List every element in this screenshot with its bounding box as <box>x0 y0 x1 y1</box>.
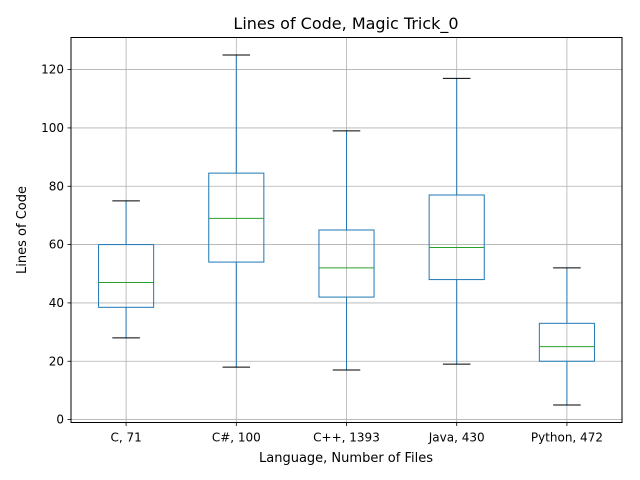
y-tick-label: 100 <box>41 121 64 135</box>
y-tick-label: 60 <box>49 238 64 252</box>
y-axis-ticks: 0 20 40 60 80 100 120 <box>41 63 71 427</box>
box-series <box>98 54 595 406</box>
y-tick-label: 80 <box>49 179 64 193</box>
y-axis-label: Lines of Code <box>15 186 30 274</box>
x-axis-label: Language, Number of Files <box>259 451 433 466</box>
y-tick-label: 0 <box>56 413 64 427</box>
box-2 <box>318 130 375 371</box>
y-tick-label: 120 <box>41 63 64 77</box>
x-tick-label: C++, 1393 <box>313 431 380 445</box>
iqr-box <box>208 172 265 263</box>
x-tick-label: C#, 100 <box>212 431 261 445</box>
iqr-box <box>98 244 155 308</box>
box-1 <box>208 54 265 368</box>
x-tick-label: Java, 430 <box>428 431 485 445</box>
box-0 <box>98 200 155 339</box>
x-axis-ticks: C, 71 C#, 100 C++, 1393 Java, 430 Python, 47… <box>110 422 603 445</box>
box-3 <box>428 77 485 365</box>
x-tick-label: Python, 472 <box>531 431 603 445</box>
chart-title: Lines of Code, Magic Trick_0 <box>233 14 458 34</box>
box-4 <box>538 267 595 406</box>
iqr-box <box>428 194 485 281</box>
iqr-box <box>318 229 375 298</box>
iqr-box <box>538 322 595 362</box>
y-tick-label: 40 <box>49 296 64 310</box>
y-tick-label: 20 <box>49 354 64 368</box>
x-tick-label: C, 71 <box>110 431 141 445</box>
